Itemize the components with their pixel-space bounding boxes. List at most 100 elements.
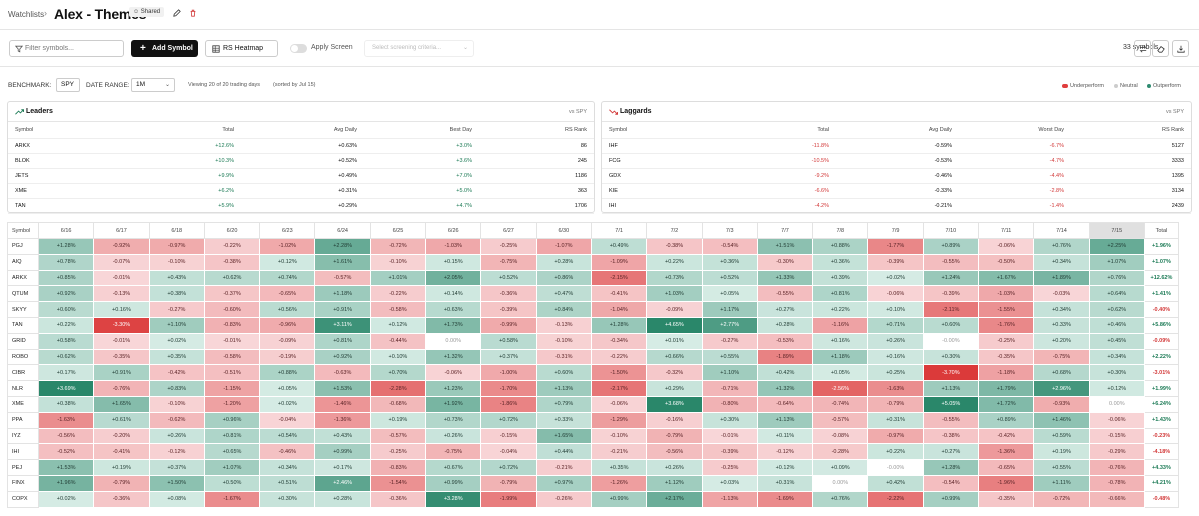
heatmap-cell: +0.60%	[922, 316, 980, 334]
heatmap-symbol[interactable]: ARKX	[7, 269, 39, 287]
heatmap-row[interactable]: TAN +0.22% -3.30% +1.10% -0.83% -0.96% +3.11% +…	[7, 316, 1179, 334]
laggards-row[interactable]: FCG -10.5% -0.53% -4.7% 3333	[602, 153, 1191, 169]
heatmap-symbol[interactable]: XME	[7, 395, 39, 413]
heatmap-cell: +0.02%	[259, 395, 316, 413]
heatmap-row[interactable]: GRID +0.58% -0.01% +0.02% -0.01% -0.09% +0.81%…	[7, 332, 1179, 350]
heatmap-cell: +0.55%	[701, 348, 758, 366]
heatmap-row[interactable]: COPX +0.02% -0.36% +0.08% -1.67% +0.30% +0.28%…	[7, 490, 1179, 508]
date-column-header[interactable]: 7/7	[756, 222, 814, 239]
date-column-header[interactable]: 7/1	[590, 222, 648, 239]
heatmap-cell: +0.78%	[37, 253, 95, 271]
date-column-header[interactable]: 7/15	[1088, 222, 1145, 239]
heatmap-symbol[interactable]: QTUM	[7, 285, 39, 303]
heatmap-symbol[interactable]: PEJ	[7, 459, 39, 476]
heatmap-cell: -0.25%	[701, 459, 758, 476]
heatmap-row[interactable]: CIBR +0.17% +0.91% -0.42% -0.51% +0.88% -0.63%…	[7, 364, 1179, 382]
heatmap-symbol[interactable]: ROBO	[7, 348, 39, 366]
eraser-button[interactable]	[1152, 40, 1169, 57]
heatmap-cell: -0.26%	[535, 490, 592, 508]
date-column-header[interactable]: 6/23	[259, 222, 316, 239]
heatmap-row[interactable]: XME +0.38% +1.65% -0.10% -1.20% +0.02% -1.46% -…	[7, 395, 1179, 413]
date-column-header[interactable]: 6/20	[203, 222, 261, 239]
add-symbol-button[interactable]: + Add Symbol	[131, 40, 198, 57]
heatmap-cell: -0.72%	[369, 238, 427, 255]
date-column-header[interactable]: 7/3	[701, 222, 758, 239]
heatmap-cell: +2.28%	[314, 238, 371, 255]
heatmap-row[interactable]: ARKX +0.85% -0.01% +0.43% +0.62% +0.74% -0.57%…	[7, 269, 1179, 287]
leaders-row[interactable]: XME +6.2% +0.31% +5.0% 363	[8, 183, 594, 199]
heatmap-row[interactable]: SKYY +0.60% +0.16% -0.27% -0.60% +0.56% +0.91%…	[7, 301, 1179, 318]
date-column-header[interactable]: 6/30	[535, 222, 592, 239]
rs-heatmap-button[interactable]: RS Heatmap	[205, 40, 278, 57]
heatmap-cell: +0.25%	[867, 364, 924, 382]
pencil-icon[interactable]	[173, 9, 181, 17]
heatmap-symbol[interactable]: GRID	[7, 332, 39, 350]
heatmap-cell: -2.17%	[590, 380, 648, 397]
heatmap-symbol[interactable]: IHI	[7, 443, 39, 461]
trash-icon[interactable]	[189, 9, 197, 17]
heatmap-symbol[interactable]: AIQ	[7, 253, 39, 271]
leaders-cell: +5.0%	[364, 183, 479, 199]
date-column-header[interactable]: 6/17	[93, 222, 150, 239]
heatmap-cell: -0.38%	[922, 427, 980, 445]
date-column-header[interactable]: 7/9	[867, 222, 924, 239]
heatmap-cell: +0.29%	[646, 380, 703, 397]
heatmap-symbol[interactable]: CIBR	[7, 364, 39, 382]
leaders-row[interactable]: JETS +9.9% +0.49% +7.0% 1186	[8, 168, 594, 184]
screening-criteria-select[interactable]: Select screening criteria... ⌄	[364, 40, 474, 57]
date-column-header[interactable]: 6/24	[314, 222, 371, 239]
symbol-column-header[interactable]: Symbol	[7, 222, 39, 239]
leaders-row[interactable]: BLOK +10.3% +0.52% +3.6% 245	[8, 153, 594, 169]
laggards-cell: -10.5%	[773, 153, 836, 169]
filter-box[interactable]	[9, 40, 124, 57]
heatmap-row[interactable]: PGJ +1.28% -0.92% -0.97% -0.22% -1.02% +2.28% -…	[7, 238, 1179, 255]
heatmap-row[interactable]: IYZ -0.56% -0.20% +0.26% +0.81% +0.54% +0.43% -…	[7, 427, 1179, 445]
heatmap-row[interactable]: ROBO +0.62% -0.35% +0.35% -0.58% -0.19% +0.92%…	[7, 348, 1179, 366]
heatmap-row[interactable]: AIQ +0.78% -0.07% -0.10% -0.38% +0.12% +1.61% -…	[7, 253, 1179, 271]
download-button[interactable]	[1172, 40, 1189, 57]
heatmap-cell: -0.01%	[203, 332, 261, 350]
heatmap-cell: +0.37%	[480, 348, 537, 366]
date-column-header[interactable]: 7/10	[922, 222, 980, 239]
laggards-cell: -0.21%	[836, 198, 959, 214]
heatmap-symbol[interactable]: SKYY	[7, 301, 39, 318]
date-column-header[interactable]: 7/14	[1033, 222, 1090, 239]
filter-symbols-input[interactable]	[25, 43, 120, 54]
date-column-header[interactable]: 7/2	[646, 222, 703, 239]
heatmap-symbol[interactable]: PGJ	[7, 238, 39, 255]
date-column-header[interactable]: 7/11	[978, 222, 1035, 239]
date-column-header[interactable]: 6/25	[369, 222, 427, 239]
heatmap-row[interactable]: IHI -0.52% -0.41% -0.12% +0.65% -0.46% +0.99% -…	[7, 443, 1179, 461]
heatmap-symbol[interactable]: TAN	[7, 316, 39, 334]
laggards-row[interactable]: IHF -11.8% -0.59% -6.7% 5127	[602, 138, 1191, 154]
total-column-header[interactable]: Total	[1143, 222, 1179, 239]
heatmap-symbol[interactable]: FINX	[7, 474, 39, 492]
heatmap-row[interactable]: QTUM +0.92% -0.13% +0.38% -0.37% -0.65% +1.18%…	[7, 285, 1179, 303]
laggards-row[interactable]: IHI -4.2% -0.21% -1.4% 2439	[602, 198, 1191, 214]
heatmap-symbol[interactable]: COPX	[7, 490, 39, 508]
leaders-row[interactable]: TAN +5.9% +0.29% +4.7% 1706	[8, 198, 594, 214]
date-column-header[interactable]: 6/16	[37, 222, 95, 239]
heatmap-row[interactable]: PPA -1.63% +0.61% -0.62% +0.96% -0.04% -1.36% +…	[7, 411, 1179, 429]
benchmark-input[interactable]: SPY	[56, 78, 80, 92]
heatmap-cell: -0.25%	[480, 238, 537, 255]
breadcrumb-watchlists[interactable]: Watchlists	[8, 10, 45, 19]
date-range-select[interactable]: 1M ⌄	[131, 78, 175, 92]
swap-button[interactable]	[1134, 40, 1151, 57]
heatmap-cell: -0.41%	[590, 285, 648, 303]
laggards-row[interactable]: GDX -9.2% -0.46% -4.4% 1395	[602, 168, 1191, 184]
heatmap-cell: +0.42%	[867, 474, 924, 492]
laggards-row[interactable]: KIE -6.6% -0.33% -2.8% 3134	[602, 183, 1191, 199]
date-column-header[interactable]: 7/8	[812, 222, 869, 239]
heatmap-symbol[interactable]: IYZ	[7, 427, 39, 445]
apply-screen-toggle[interactable]	[290, 44, 307, 53]
heatmap-row[interactable]: NLR +3.69% -0.76% +0.83% -1.15% +0.05% +1.53% -…	[7, 380, 1179, 397]
heatmap-symbol[interactable]: NLR	[7, 380, 39, 397]
heatmap-symbol[interactable]: PPA	[7, 411, 39, 429]
date-column-header[interactable]: 6/27	[480, 222, 537, 239]
heatmap-row[interactable]: PEJ +1.53% +0.19% +0.37% +1.07% +0.34% +0.17% -…	[7, 459, 1179, 476]
heatmap-row[interactable]: FINX +1.96% -0.79% +1.50% +0.50% +0.51% +2.46%…	[7, 474, 1179, 492]
leaders-row[interactable]: ARKX +12.6% +0.63% +3.0% 86	[8, 138, 594, 154]
date-column-header[interactable]: 6/18	[148, 222, 205, 239]
date-column-header[interactable]: 6/26	[425, 222, 482, 239]
